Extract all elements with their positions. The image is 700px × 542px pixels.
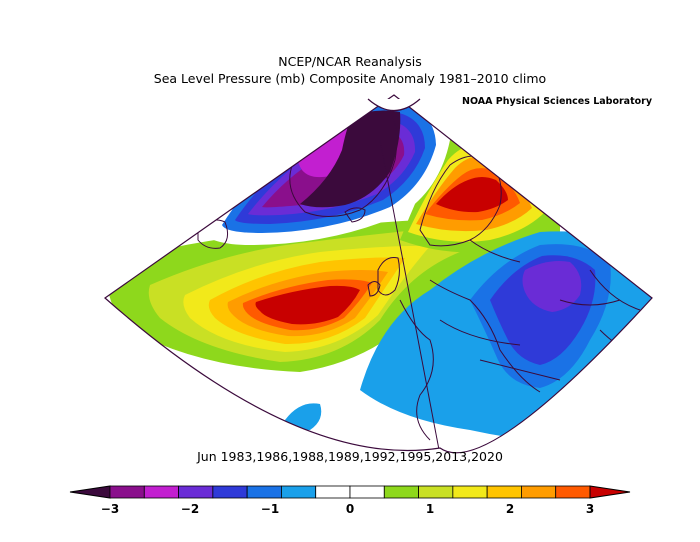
- colorbar-tick-label: 1: [426, 502, 434, 516]
- colorbar-segment: [178, 485, 214, 499]
- colorbar-segment: [212, 485, 248, 499]
- anomaly-field: [105, 95, 652, 453]
- colorbar-segment: [281, 485, 317, 499]
- colorbar-tick-label: −2: [181, 502, 199, 516]
- low-anomaly-greenland: [200, 95, 450, 245]
- colorbar-segment: [349, 485, 385, 499]
- colorbar-segment: [246, 485, 282, 499]
- colorbar-segment: [555, 485, 591, 499]
- colorbar-tick-label: −3: [101, 502, 119, 516]
- high-anomaly-atlantic: [107, 212, 560, 372]
- colorbar-segment: [109, 485, 145, 499]
- title-line-2: Sea Level Pressure (mb) Composite Anomal…: [153, 71, 547, 86]
- colorbar-segment: [418, 485, 454, 499]
- colorbar-segment: [383, 485, 419, 499]
- colorbar-arrow-low: [69, 485, 111, 499]
- composite-dates: Jun 1983,1986,1988,1989,1992,1995,2013,2…: [197, 449, 503, 464]
- colorbar-tick-label: 3: [586, 502, 594, 516]
- colorbar-segment: [315, 485, 351, 499]
- pole-notch: [367, 98, 421, 112]
- title-line-1: NCEP/NCAR Reanalysis: [278, 54, 422, 69]
- colorbar-tick-label: 0: [346, 502, 354, 516]
- colorbar-tick-label: 2: [506, 502, 514, 516]
- colorbar-segment: [521, 485, 557, 499]
- credit-label: NOAA Physical Sciences Laboratory: [462, 96, 653, 107]
- colorbar-segment: [486, 485, 522, 499]
- colorbar-tick-label: −1: [261, 502, 279, 516]
- colorbar-segment: [143, 485, 179, 499]
- colorbar-arrow-high: [589, 485, 631, 499]
- colorbar: −3 −2 −1 0 1 2 3: [69, 485, 631, 516]
- colorbar-segment: [452, 485, 488, 499]
- map-border: [104, 94, 653, 454]
